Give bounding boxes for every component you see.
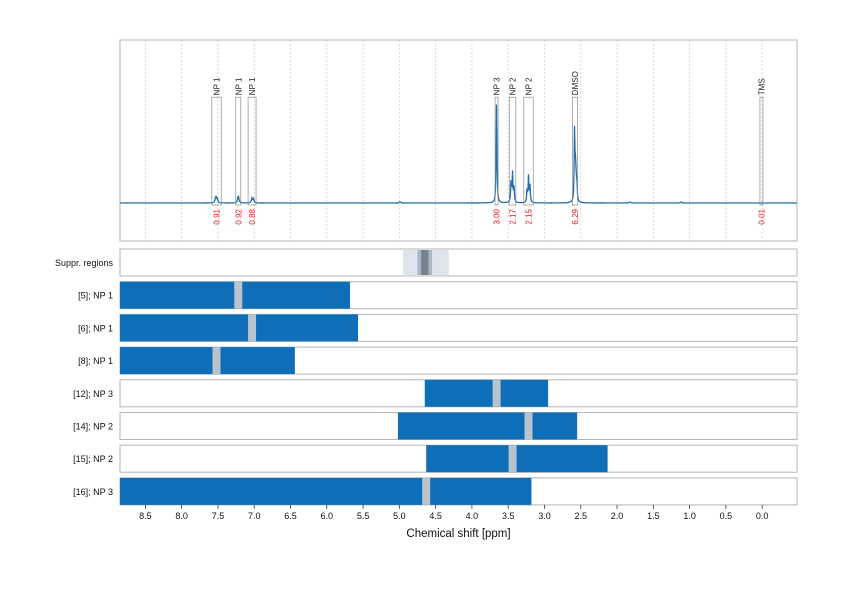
spectrum-panel <box>119 39 798 242</box>
peak-box <box>572 96 578 206</box>
peak-box <box>247 96 257 206</box>
peak-label: DMSO <box>571 71 580 95</box>
range-bar <box>397 412 578 440</box>
x-tick-label: 4.0 <box>466 511 479 521</box>
x-tick-label: 6.0 <box>321 511 334 521</box>
peak-box <box>211 96 222 206</box>
peak-marker <box>524 412 533 440</box>
range-bar <box>426 445 608 473</box>
spectrum-layer <box>120 104 797 204</box>
x-tick-label: 0.5 <box>720 511 733 521</box>
peak-marker <box>212 347 221 375</box>
x-tick-label: 5.0 <box>393 511 406 521</box>
x-axis-label: Chemical shift [ppm] <box>406 528 510 540</box>
peak-box <box>508 96 517 206</box>
range-bar <box>424 379 549 407</box>
x-tick-label: 7.0 <box>248 511 261 521</box>
peak-label: NP 1 <box>234 77 243 95</box>
integral-label: 2.17 <box>509 208 518 224</box>
x-tick-label: 4.5 <box>429 511 442 521</box>
peak-marker <box>492 379 501 407</box>
peak-marker <box>422 477 431 505</box>
peak-label: NP 1 <box>213 77 222 95</box>
x-tick-label: 6.5 <box>284 511 297 521</box>
row-label: [5]; NP 1 <box>78 291 113 301</box>
peak-box <box>759 96 764 206</box>
x-tick-label: 8.0 <box>175 511 188 521</box>
row-label: Suppr. regions <box>55 258 114 268</box>
range-bar <box>120 314 359 342</box>
integral-label: 0.88 <box>248 208 257 224</box>
grid-layer <box>144 40 763 241</box>
peak-marker <box>508 445 517 473</box>
x-axis: 8.5 8.0 7.5 7.0 6.5 6.0 5.5 5.0 4.5 4.0 3.5 3.0 2.5 2… <box>139 504 769 521</box>
peak-label: NP 2 <box>525 77 534 95</box>
row-layer: Suppr. regions [5]; NP 1 [6]; NP 1 [8]; NP … <box>55 248 798 506</box>
peak-box <box>235 96 242 206</box>
x-tick-label: 3.5 <box>502 511 515 521</box>
x-tick-label: 1.0 <box>683 511 696 521</box>
integral-label: 2.15 <box>525 208 534 224</box>
peak-box <box>523 96 534 206</box>
range-bar <box>120 477 532 505</box>
peak-marker <box>248 314 257 342</box>
x-tick-label: 0.0 <box>756 511 769 521</box>
peak-marker <box>234 281 243 309</box>
row-label: [15]; NP 2 <box>73 454 113 464</box>
integral-label: 0.01 <box>757 208 766 224</box>
range-bar <box>120 347 295 375</box>
peak-label: TMS <box>757 78 766 95</box>
x-tick-label: 7.5 <box>212 511 225 521</box>
x-tick-label: 1.5 <box>647 511 660 521</box>
integral-label: 3.00 <box>493 208 502 224</box>
integral-label: 0.91 <box>213 208 222 224</box>
row-frame <box>119 248 798 277</box>
row-label: [8]; NP 1 <box>78 356 113 366</box>
row-label: [16]; NP 3 <box>73 487 113 497</box>
peak-label: NP 1 <box>248 77 257 95</box>
integral-label: 6.29 <box>571 208 580 224</box>
x-tick-label: 2.0 <box>611 511 624 521</box>
peak-label: NP 3 <box>493 77 502 95</box>
x-tick-label: 8.5 <box>139 511 152 521</box>
row-label: [14]; NP 2 <box>73 422 113 432</box>
x-tick-label: 5.5 <box>357 511 370 521</box>
x-tick-label: 2.5 <box>575 511 588 521</box>
integral-label: 0.92 <box>234 208 243 224</box>
row-label: [12]; NP 3 <box>73 389 113 399</box>
suppression-band <box>421 250 429 275</box>
spectrum-trace <box>120 104 797 204</box>
row-label: [6]; NP 1 <box>78 323 113 333</box>
peak-label: NP 2 <box>509 77 518 95</box>
peak-box <box>494 96 499 206</box>
x-tick-label: 3.0 <box>538 511 551 521</box>
peak-box-layer: NP 1 0.91 NP 1 0.92 NP 1 0.88 NP 3 3.00 NP 2 2.17… <box>211 71 766 225</box>
